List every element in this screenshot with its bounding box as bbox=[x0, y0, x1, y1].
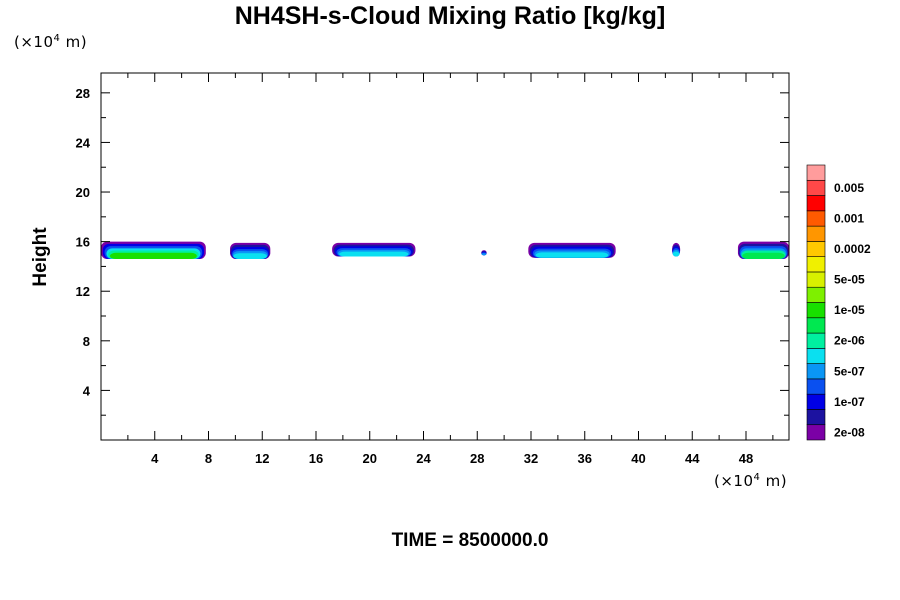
colorbar-swatch bbox=[806, 363, 826, 380]
y-axis-unit: (×104 m) bbox=[14, 33, 88, 51]
x-tick-label: 28 bbox=[470, 451, 484, 466]
colorbar-swatch bbox=[806, 378, 826, 395]
colorbar-swatch bbox=[806, 195, 826, 212]
y-tick-label: 28 bbox=[76, 86, 90, 101]
colorbar-swatch bbox=[806, 164, 826, 181]
time-label: TIME = 8500000.0 bbox=[391, 530, 549, 551]
colorbar-swatch bbox=[806, 332, 826, 349]
colorbar-swatch bbox=[806, 210, 826, 227]
x-tick-label: 48 bbox=[739, 451, 753, 466]
colorbar-swatch bbox=[806, 317, 826, 334]
plot-frame bbox=[100, 72, 790, 441]
x-tick-label: 32 bbox=[524, 451, 538, 466]
colorbar-label: 0.001 bbox=[834, 211, 864, 225]
colorbar-swatch bbox=[806, 256, 826, 273]
colorbar-label: 2e-08 bbox=[834, 425, 865, 439]
colorbar-swatch bbox=[806, 271, 826, 288]
colorbar-swatch bbox=[806, 302, 826, 319]
y-tick-label: 24 bbox=[76, 135, 91, 150]
colorbar-label: 1e-05 bbox=[834, 303, 865, 317]
x-tick-label: 4 bbox=[151, 451, 159, 466]
x-tick-label: 20 bbox=[363, 451, 377, 466]
cloud-cell bbox=[528, 242, 616, 258]
cloud-cell bbox=[101, 241, 206, 259]
x-tick-label: 8 bbox=[205, 451, 212, 466]
colorbar-swatch bbox=[806, 393, 826, 410]
colorbar-swatch bbox=[806, 225, 826, 242]
y-tick-label: 16 bbox=[76, 235, 90, 250]
colorbar-swatch bbox=[806, 241, 826, 257]
cloud-cell bbox=[481, 250, 487, 256]
colorbar-swatch bbox=[806, 409, 826, 426]
colorbar-swatch bbox=[806, 179, 826, 196]
chart-title: NH4SH-s-Cloud Mixing Ratio [kg/kg] bbox=[234, 2, 666, 30]
cloud-cell bbox=[672, 242, 681, 257]
y-tick-label: 8 bbox=[83, 334, 90, 349]
x-tick-label: 36 bbox=[578, 451, 592, 466]
colorbar-label: 0.005 bbox=[834, 181, 864, 195]
x-tick-label: 12 bbox=[255, 451, 269, 466]
colorbar-label: 2e-06 bbox=[834, 334, 865, 348]
colorbar-label: 5e-05 bbox=[834, 273, 865, 287]
y-tick-label: 20 bbox=[76, 185, 90, 200]
cloud-cell bbox=[737, 241, 789, 259]
x-tick-label: 24 bbox=[416, 451, 431, 466]
x-tick-label: 40 bbox=[631, 451, 645, 466]
colorbar-label: 5e-07 bbox=[834, 364, 865, 378]
colorbar-label: 1e-07 bbox=[834, 395, 865, 409]
x-axis-unit: (×104 m) bbox=[714, 472, 788, 490]
colorbar-swatch bbox=[806, 286, 826, 303]
cloud-cell bbox=[332, 242, 416, 257]
y-tick-label: 12 bbox=[76, 284, 90, 299]
x-tick-label: 44 bbox=[685, 451, 700, 466]
cloud-cell bbox=[230, 242, 271, 259]
y-tick-label: 4 bbox=[83, 383, 91, 398]
colorbar-label: 0.0002 bbox=[834, 242, 871, 256]
x-tick-label: 16 bbox=[309, 451, 323, 466]
colorbar-swatch bbox=[806, 424, 826, 441]
colorbar-swatch bbox=[806, 348, 826, 364]
